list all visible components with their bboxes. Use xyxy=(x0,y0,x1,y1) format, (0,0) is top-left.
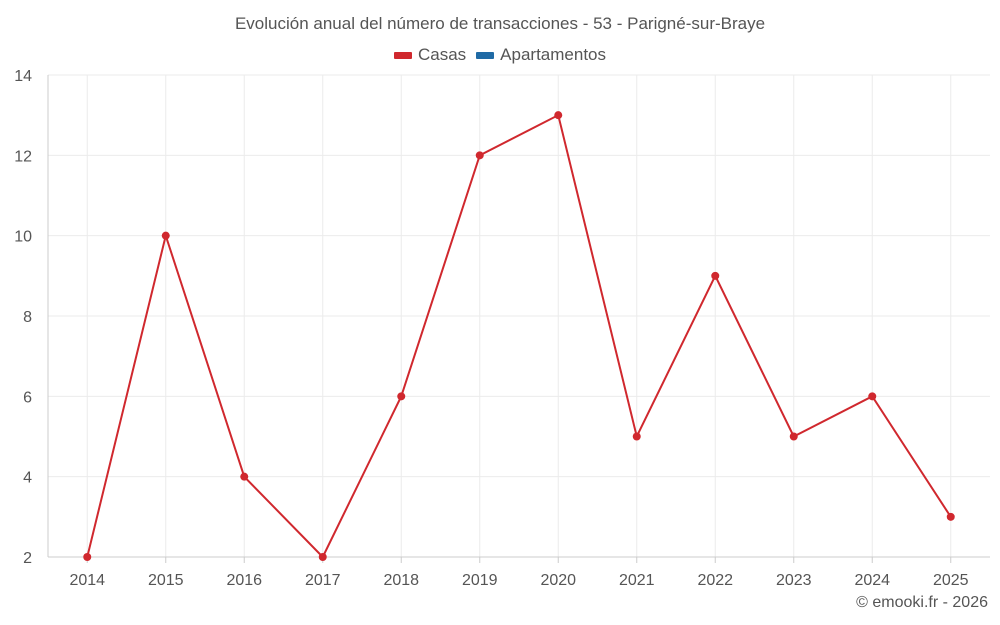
y-tick-label: 14 xyxy=(14,68,32,85)
data-point xyxy=(318,553,327,561)
y-tick-label: 10 xyxy=(14,229,32,246)
chart-legend: Casas Apartamentos xyxy=(0,45,1000,65)
y-tick-label: 8 xyxy=(23,309,32,326)
x-tick-label: 2018 xyxy=(383,572,419,589)
x-tick-label: 2017 xyxy=(305,572,341,589)
x-tick-label: 2023 xyxy=(776,572,812,589)
data-point xyxy=(789,432,798,441)
data-point xyxy=(83,553,92,561)
data-point xyxy=(161,231,170,240)
y-tick-label: 6 xyxy=(23,389,32,406)
x-tick-label: 2022 xyxy=(697,572,733,589)
credit-text: © emooki.fr - 2026 xyxy=(856,594,988,611)
y-tick-label: 12 xyxy=(14,148,32,165)
x-tick-label: 2015 xyxy=(148,572,184,589)
data-point xyxy=(868,392,877,401)
x-tick-label: 2014 xyxy=(69,572,105,589)
series-line-casas xyxy=(86,113,952,559)
legend-label-casas: Casas xyxy=(417,45,467,64)
chart-title: Evolución anual del número de transaccio… xyxy=(234,14,766,33)
legend-swatch-casas xyxy=(393,51,412,59)
x-tick-label: 2025 xyxy=(933,572,969,589)
legend-label-apartamentos: Apartamentos xyxy=(500,45,607,64)
data-point xyxy=(397,392,406,401)
y-tick-label: 4 xyxy=(23,470,32,487)
data-point xyxy=(240,472,249,481)
legend-item-apartamentos[interactable]: Apartamentos xyxy=(476,45,606,65)
legend-item-casas[interactable]: Casas xyxy=(393,45,467,65)
data-point xyxy=(632,432,641,441)
data-point xyxy=(554,111,563,120)
x-tick-label: 2016 xyxy=(226,572,262,589)
data-point xyxy=(711,271,720,280)
x-tick-label: 2019 xyxy=(462,572,498,589)
x-tick-label: 2024 xyxy=(854,572,890,589)
data-point xyxy=(946,512,955,521)
x-tick-label: 2021 xyxy=(619,572,655,589)
legend-swatch-apartamentos xyxy=(476,51,495,59)
y-tick-label: 2 xyxy=(23,550,32,567)
data-point xyxy=(475,151,484,160)
x-tick-label: 2020 xyxy=(540,572,576,589)
